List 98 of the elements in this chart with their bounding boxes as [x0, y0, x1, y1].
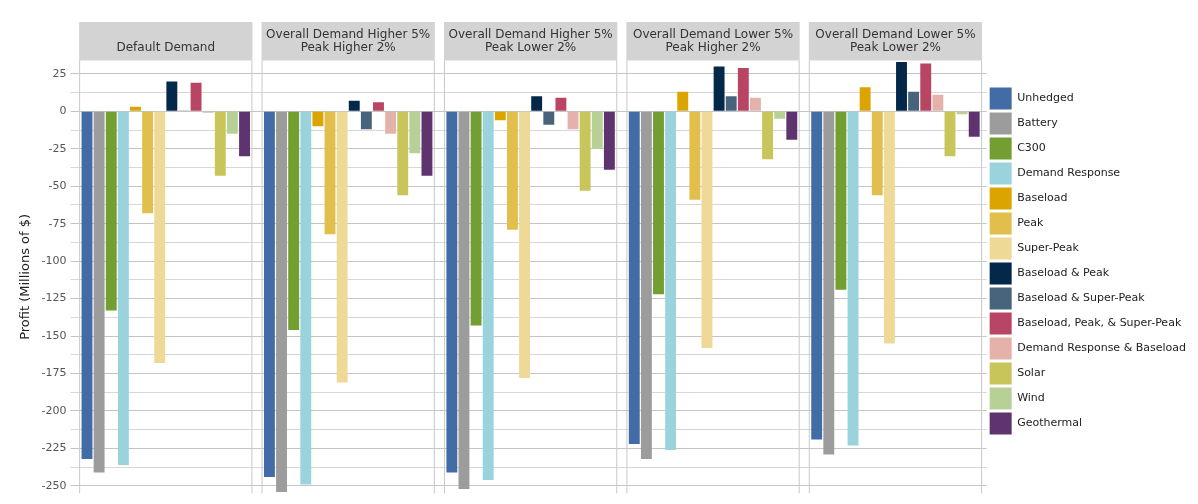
legend-label: C300: [1017, 141, 1046, 155]
bar: [93, 111, 105, 473]
bar: [276, 111, 287, 492]
bar: [555, 97, 567, 111]
x-tick-label: Overall Demand Higher 5% Peak Higher 2%: [266, 26, 431, 54]
bar: [519, 111, 531, 379]
bar: [300, 111, 312, 485]
bar: [896, 61, 907, 111]
y-tick-label: -250: [41, 478, 67, 492]
bar: [263, 111, 275, 477]
y-tick-label: -50: [48, 179, 67, 193]
y-tick-label: -125: [41, 291, 67, 305]
bar: [701, 111, 713, 349]
bar: [312, 111, 324, 127]
bar: [142, 111, 154, 214]
bar: [214, 111, 226, 176]
bar: [774, 111, 786, 119]
bar: [883, 111, 895, 344]
bar: [239, 111, 250, 157]
bar: [603, 111, 615, 170]
bar: [932, 94, 944, 111]
bar: [653, 111, 664, 295]
bar: [944, 111, 956, 157]
bar: [190, 82, 202, 111]
bar: [713, 66, 725, 111]
bar: [908, 91, 920, 111]
bar: [823, 111, 835, 455]
bar: [117, 111, 129, 465]
bar: [749, 97, 761, 111]
bar: [494, 111, 506, 121]
bar: [871, 111, 883, 196]
bar: [166, 81, 178, 111]
legend-label: Baseload: [1017, 191, 1068, 205]
bar: [446, 111, 458, 473]
bar: [226, 111, 238, 134]
bar: [336, 111, 348, 383]
legend-label: Baseload, Peak, & Super-Peak: [1017, 316, 1182, 330]
bar: [835, 111, 847, 290]
legend-label: Peak: [1017, 216, 1044, 230]
bar: [421, 111, 433, 176]
bar: [482, 111, 494, 480]
legend-label: Unhedged: [1017, 91, 1074, 105]
bar: [847, 111, 859, 446]
bar: [373, 102, 384, 111]
bar: [81, 111, 93, 459]
bar: [470, 111, 482, 326]
x-tick-label: Overall Demand Lower 5% Peak Higher 2%: [632, 26, 794, 54]
y-tick-label: -100: [41, 254, 67, 268]
bar: [360, 111, 372, 130]
bar: [385, 111, 397, 134]
bar: [640, 111, 652, 459]
y-tick-label: 0: [59, 104, 67, 118]
legend-label: Battery: [1017, 116, 1059, 130]
x-tick-label: Overall Demand Higher 5% Peak Lower 2%: [448, 26, 613, 54]
bar: [348, 100, 360, 111]
bar: [506, 111, 518, 230]
bar: [665, 111, 677, 450]
bar: [677, 91, 689, 111]
legend-label: Baseload & Peak: [1017, 266, 1110, 280]
bar: [288, 111, 300, 331]
y-tick-label: 25: [52, 66, 67, 80]
legend-label: Demand Response & Baseload: [1017, 341, 1186, 355]
bar: [762, 111, 774, 160]
legend-label: Solar: [1017, 366, 1046, 380]
legend-label: Wind: [1017, 391, 1045, 405]
bar: [579, 111, 591, 191]
legend-label: Baseload & Super-Peak: [1017, 291, 1146, 305]
bar: [968, 111, 980, 137]
bar: [105, 111, 117, 311]
bar: [130, 106, 141, 111]
bar: [458, 111, 470, 489]
y-tick-label: -25: [48, 141, 67, 155]
legend-label: Geothermal: [1017, 416, 1083, 430]
bar: [689, 111, 701, 200]
bar: [591, 111, 603, 149]
legend-label: Super-Peak: [1017, 241, 1080, 255]
bar: [859, 87, 871, 111]
bar: [725, 96, 737, 111]
x-tick-label: Default Demand: [116, 39, 216, 54]
bar: [531, 96, 543, 111]
bar: [397, 111, 409, 196]
bar: [154, 111, 166, 364]
bar: [737, 67, 749, 111]
y-tick-label: -200: [41, 403, 67, 417]
bar: [811, 111, 823, 440]
x-tick-label: Overall Demand Lower 5% Peak Lower 2%: [815, 26, 976, 54]
bar: [324, 111, 336, 235]
bar: [920, 63, 932, 111]
bar: [628, 111, 640, 444]
y-axis-title: Profit (Millions of $): [17, 213, 33, 340]
y-tick-label: -75: [48, 216, 67, 230]
bar: [543, 111, 555, 125]
legend-label: Demand Response: [1017, 166, 1121, 180]
y-tick-label: -225: [41, 441, 67, 455]
y-tick-label: -175: [41, 366, 67, 380]
bar: [409, 111, 421, 154]
y-tick-label: -150: [41, 328, 67, 342]
bar: [786, 111, 798, 140]
